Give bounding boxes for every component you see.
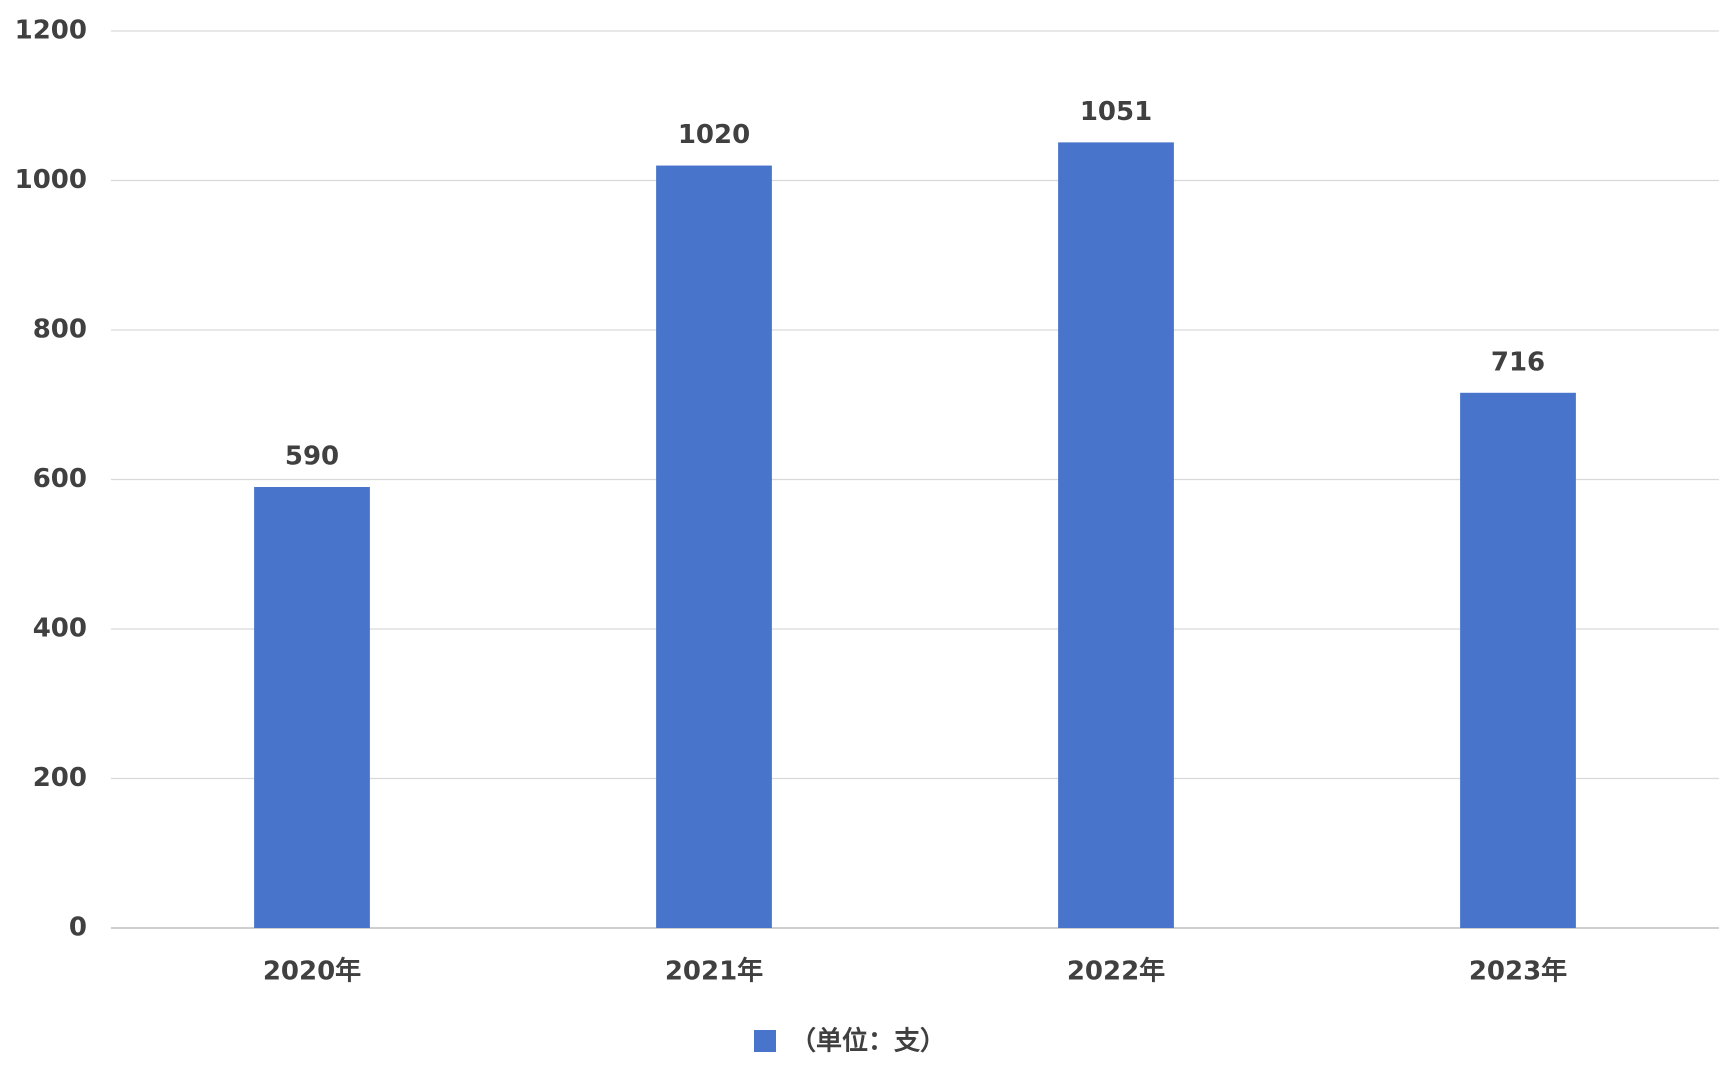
legend-swatch <box>754 1030 776 1052</box>
y-tick-label: 1200 <box>15 16 87 46</box>
data-label: 590 <box>285 441 339 471</box>
legend-label: （单位：支） <box>790 1026 946 1057</box>
x-tick-label: 2020年 <box>263 956 361 987</box>
bar <box>254 486 370 928</box>
y-tick-label: 600 <box>33 464 87 494</box>
y-tick-label: 400 <box>33 614 87 644</box>
bar <box>656 165 772 929</box>
x-tick-label: 2022年 <box>1067 956 1165 987</box>
bar <box>1460 392 1576 928</box>
data-label: 716 <box>1491 347 1545 377</box>
data-label: 1051 <box>1080 97 1152 127</box>
x-tick-label: 2021年 <box>665 956 763 987</box>
y-tick-label: 0 <box>69 913 87 943</box>
y-tick-label: 800 <box>33 315 87 345</box>
data-label: 1020 <box>678 120 750 150</box>
bar <box>1058 142 1174 928</box>
y-tick-label: 200 <box>33 763 87 793</box>
x-tick-label: 2023年 <box>1469 956 1567 987</box>
y-tick-label: 1000 <box>15 165 87 195</box>
